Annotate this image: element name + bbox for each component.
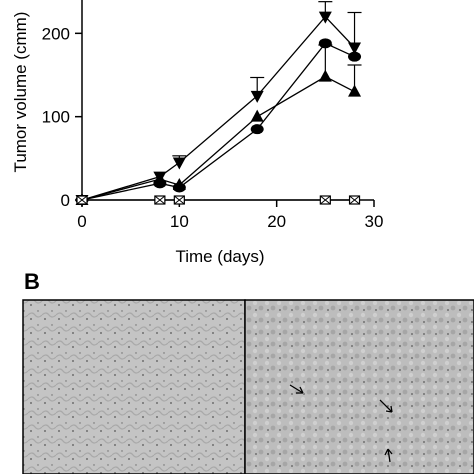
data-point — [153, 172, 167, 185]
micrograph-left — [22, 299, 246, 474]
y-axis-title: Tumor volume (cmm) — [11, 12, 30, 173]
series-circle — [75, 38, 362, 205]
data-point — [250, 124, 264, 135]
data-point — [172, 178, 186, 190]
series-line — [81, 42, 355, 201]
y-tick-label: 200 — [42, 24, 70, 43]
data-point — [250, 109, 264, 122]
micrograph-arrow-2 — [379, 399, 393, 413]
x-tick-label: 0 — [77, 212, 86, 231]
series-layer — [75, 1, 362, 207]
micrograph-right — [244, 299, 474, 474]
micrograph-arrow-1 — [289, 384, 304, 394]
x-tick-label: 20 — [267, 212, 286, 231]
data-point-cross — [76, 195, 88, 205]
x-axis-title: Time (days) — [175, 247, 264, 266]
series-line — [81, 15, 356, 201]
y-tick-label: 0 — [61, 191, 70, 210]
axis-ticks: 0 10 20 30 0 100 200 — [42, 24, 384, 231]
data-point — [348, 42, 362, 55]
data-point — [250, 90, 264, 103]
panel-b-label: B — [24, 269, 40, 294]
tumor-volume-chart: 0 10 20 30 0 100 200 Tumor volume (cmm) Time (… — [11, 0, 383, 266]
data-point — [172, 157, 186, 170]
micrograph-arrow-3 — [384, 448, 393, 463]
x-tick-label: 10 — [170, 212, 189, 231]
x-tick-label: 30 — [365, 212, 384, 231]
series-crossed-square — [76, 195, 361, 205]
series-triangle-down — [75, 1, 362, 207]
y-tick-label: 100 — [42, 108, 70, 127]
data-point-cross — [154, 195, 166, 205]
data-point — [318, 38, 332, 49]
data-point-cross — [174, 195, 185, 205]
micrograph-panel — [22, 299, 474, 474]
data-point — [318, 69, 332, 82]
series-line — [81, 75, 355, 201]
series-triangle-up — [75, 44, 362, 205]
data-point-cross — [349, 195, 360, 205]
data-point — [318, 11, 332, 24]
data-point-cross — [320, 195, 331, 205]
data-point — [348, 51, 362, 62]
data-point — [348, 84, 362, 97]
